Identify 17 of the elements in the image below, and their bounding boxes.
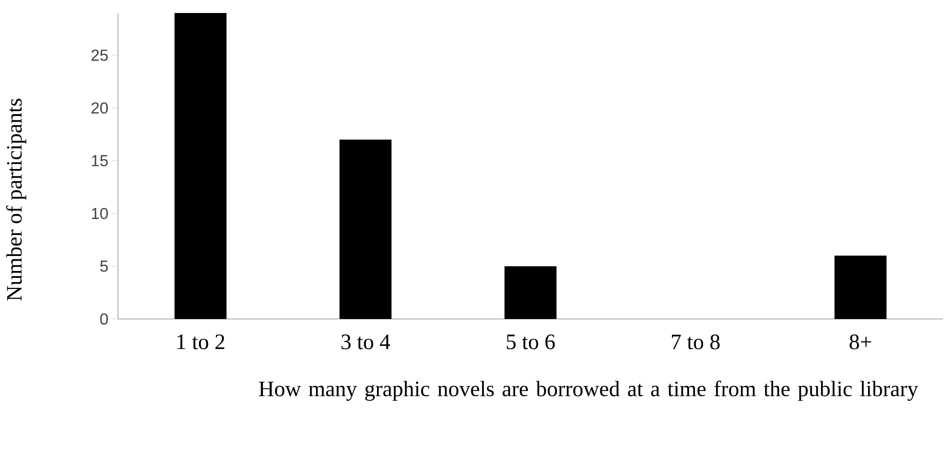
x-axis-title: How many graphic novels are borrowed at a time from the public library bbox=[259, 380, 918, 401]
x-tick-label: 1 to 2 bbox=[177, 334, 224, 350]
y-axis-title: Number of participants bbox=[6, 98, 26, 301]
y-tick-label: 5 bbox=[100, 260, 108, 272]
bar bbox=[834, 256, 887, 319]
bar bbox=[504, 266, 557, 319]
x-tick-label: 7 to 8 bbox=[672, 334, 720, 350]
y-tick-label: 25 bbox=[92, 50, 108, 61]
x-tick-label: 3 to 4 bbox=[342, 334, 390, 350]
x-tick-label: 5 to 6 bbox=[506, 334, 555, 350]
y-tick-label: 10 bbox=[92, 208, 108, 220]
x-tick-label: 8+ bbox=[850, 334, 872, 350]
y-tick-label: 15 bbox=[92, 155, 108, 166]
bar bbox=[340, 140, 392, 319]
y-tick-label: 20 bbox=[92, 102, 108, 114]
bar bbox=[174, 12, 227, 319]
y-tick-label: 0 bbox=[100, 313, 108, 325]
